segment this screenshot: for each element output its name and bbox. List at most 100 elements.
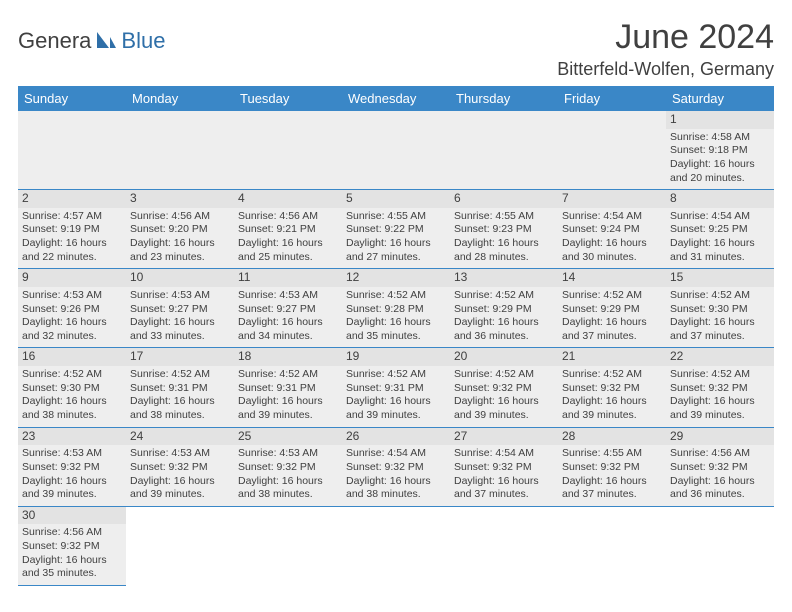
- calendar-cell: 14 Sunrise: 4:52 AMSunset: 9:29 PMDayligh…: [558, 269, 666, 348]
- sunset-line: Sunset: 9:32 PM: [670, 461, 770, 475]
- day-details: Sunrise: 4:53 AMSunset: 9:26 PMDaylight:…: [22, 289, 122, 344]
- day-details: Sunrise: 4:54 AMSunset: 9:32 PMDaylight:…: [346, 447, 446, 502]
- sunrise-line: Sunrise: 4:52 AM: [454, 368, 554, 382]
- weekday-header: Sunday: [18, 86, 126, 111]
- calendar-cell: 3Sunrise: 4:56 AMSunset: 9:20 PMDaylight…: [126, 190, 234, 269]
- sunset-line: Sunset: 9:32 PM: [130, 461, 230, 475]
- day-details: Sunrise: 4:54 AMSunset: 9:24 PMDaylight:…: [562, 210, 662, 265]
- day-number: 19: [342, 348, 450, 366]
- sunset-line: Sunset: 9:26 PM: [22, 303, 122, 317]
- daylight-line: Daylight: 16 hours and 30 minutes.: [562, 237, 662, 264]
- logo: Genera Blue: [18, 18, 165, 54]
- daylight-line: Daylight: 16 hours and 32 minutes.: [22, 316, 122, 343]
- daylight-line: Daylight: 16 hours and 39 minutes.: [670, 395, 770, 422]
- daylight-line: Daylight: 16 hours and 39 minutes.: [562, 395, 662, 422]
- sunrise-line: Sunrise: 4:54 AM: [346, 447, 446, 461]
- daylight-line: Daylight: 16 hours and 37 minutes.: [454, 475, 554, 502]
- daylight-line: Daylight: 16 hours and 38 minutes.: [238, 475, 338, 502]
- sunrise-line: Sunrise: 4:53 AM: [238, 289, 338, 303]
- day-details: Sunrise: 4:53 AMSunset: 9:27 PMDaylight:…: [130, 289, 230, 344]
- sunset-line: Sunset: 9:32 PM: [562, 461, 662, 475]
- day-details: Sunrise: 4:52 AMSunset: 9:29 PMDaylight:…: [454, 289, 554, 344]
- sunset-line: Sunset: 9:32 PM: [670, 382, 770, 396]
- daylight-line: Daylight: 16 hours and 25 minutes.: [238, 237, 338, 264]
- calendar-cell: 4Sunrise: 4:56 AMSunset: 9:21 PMDaylight…: [234, 190, 342, 269]
- sunrise-line: Sunrise: 4:53 AM: [238, 447, 338, 461]
- calendar-cell: 19 Sunrise: 4:52 AMSunset: 9:31 PMDayligh…: [342, 348, 450, 427]
- sunset-line: Sunset: 9:21 PM: [238, 223, 338, 237]
- day-number: 29: [666, 428, 774, 446]
- day-details: Sunrise: 4:56 AMSunset: 9:32 PMDaylight:…: [670, 447, 770, 502]
- daylight-line: Daylight: 16 hours and 38 minutes.: [22, 395, 122, 422]
- sunset-line: Sunset: 9:28 PM: [346, 303, 446, 317]
- day-number: 20: [450, 348, 558, 366]
- header: Genera Blue June 2024 Bitterfeld-Wolfen,…: [18, 18, 774, 80]
- day-number: 10: [126, 269, 234, 287]
- day-details: Sunrise: 4:53 AMSunset: 9:32 PMDaylight:…: [130, 447, 230, 502]
- calendar-row: 2Sunrise: 4:57 AMSunset: 9:19 PMDaylight…: [18, 190, 774, 269]
- calendar-cell: 18 Sunrise: 4:52 AMSunset: 9:31 PMDayligh…: [234, 348, 342, 427]
- calendar-cell: [234, 506, 342, 585]
- calendar-cell: 29Sunrise: 4:56 AMSunset: 9:32 PMDayligh…: [666, 427, 774, 506]
- calendar-cell: 24Sunrise: 4:53 AMSunset: 9:32 PMDayligh…: [126, 427, 234, 506]
- day-details: Sunrise: 4:56 AMSunset: 9:21 PMDaylight:…: [238, 210, 338, 265]
- daylight-line: Daylight: 16 hours and 35 minutes.: [346, 316, 446, 343]
- weekday-header: Saturday: [666, 86, 774, 111]
- day-number: 28: [558, 428, 666, 446]
- calendar-cell: 9 Sunrise: 4:53 AMSunset: 9:26 PMDaylight…: [18, 269, 126, 348]
- sunrise-line: Sunrise: 4:55 AM: [454, 210, 554, 224]
- day-number: 21: [558, 348, 666, 366]
- day-number: 9: [18, 269, 126, 287]
- sunset-line: Sunset: 9:27 PM: [130, 303, 230, 317]
- day-details: Sunrise: 4:52 AMSunset: 9:31 PMDaylight:…: [346, 368, 446, 423]
- sunset-line: Sunset: 9:31 PM: [346, 382, 446, 396]
- calendar-cell: 16Sunrise: 4:52 AMSunset: 9:30 PMDayligh…: [18, 348, 126, 427]
- day-number: 18: [234, 348, 342, 366]
- day-details: Sunrise: 4:58 AMSunset: 9:18 PMDaylight:…: [670, 131, 770, 186]
- calendar-cell: [666, 506, 774, 585]
- sunset-line: Sunset: 9:32 PM: [454, 461, 554, 475]
- sunrise-line: Sunrise: 4:57 AM: [22, 210, 122, 224]
- calendar-cell: [558, 111, 666, 190]
- day-number: 16: [18, 348, 126, 366]
- day-number: 27: [450, 428, 558, 446]
- calendar-cell: 8Sunrise: 4:54 AMSunset: 9:25 PMDaylight…: [666, 190, 774, 269]
- sunrise-line: Sunrise: 4:53 AM: [22, 289, 122, 303]
- sunrise-line: Sunrise: 4:52 AM: [346, 368, 446, 382]
- sunset-line: Sunset: 9:32 PM: [562, 382, 662, 396]
- day-details: Sunrise: 4:56 AMSunset: 9:20 PMDaylight:…: [130, 210, 230, 265]
- day-details: Sunrise: 4:52 AMSunset: 9:31 PMDaylight:…: [238, 368, 338, 423]
- day-number: 2: [18, 190, 126, 208]
- sunset-line: Sunset: 9:24 PM: [562, 223, 662, 237]
- calendar-cell: 2Sunrise: 4:57 AMSunset: 9:19 PMDaylight…: [18, 190, 126, 269]
- sunrise-line: Sunrise: 4:55 AM: [346, 210, 446, 224]
- daylight-line: Daylight: 16 hours and 22 minutes.: [22, 237, 122, 264]
- sunrise-line: Sunrise: 4:52 AM: [670, 289, 770, 303]
- weekday-header: Wednesday: [342, 86, 450, 111]
- day-number: 12: [342, 269, 450, 287]
- day-number: 17: [126, 348, 234, 366]
- daylight-line: Daylight: 16 hours and 28 minutes.: [454, 237, 554, 264]
- daylight-line: Daylight: 16 hours and 35 minutes.: [22, 554, 122, 581]
- calendar-row: 23Sunrise: 4:53 AMSunset: 9:32 PMDayligh…: [18, 427, 774, 506]
- sunrise-line: Sunrise: 4:54 AM: [670, 210, 770, 224]
- sunrise-line: Sunrise: 4:53 AM: [130, 289, 230, 303]
- calendar-cell: [234, 111, 342, 190]
- calendar-cell: 7Sunrise: 4:54 AMSunset: 9:24 PMDaylight…: [558, 190, 666, 269]
- logo-sail-icon: [95, 30, 117, 55]
- day-number: 14: [558, 269, 666, 287]
- day-number: 5: [342, 190, 450, 208]
- calendar-cell: [558, 506, 666, 585]
- day-number: 8: [666, 190, 774, 208]
- sunset-line: Sunset: 9:22 PM: [346, 223, 446, 237]
- sunset-line: Sunset: 9:31 PM: [238, 382, 338, 396]
- day-number: 6: [450, 190, 558, 208]
- sunset-line: Sunset: 9:32 PM: [238, 461, 338, 475]
- day-number: 1: [666, 111, 774, 129]
- day-number: 15: [666, 269, 774, 287]
- calendar-cell: [450, 111, 558, 190]
- day-details: Sunrise: 4:52 AMSunset: 9:29 PMDaylight:…: [562, 289, 662, 344]
- day-details: Sunrise: 4:52 AMSunset: 9:30 PMDaylight:…: [670, 289, 770, 344]
- location: Bitterfeld-Wolfen, Germany: [557, 59, 774, 80]
- weekday-header: Friday: [558, 86, 666, 111]
